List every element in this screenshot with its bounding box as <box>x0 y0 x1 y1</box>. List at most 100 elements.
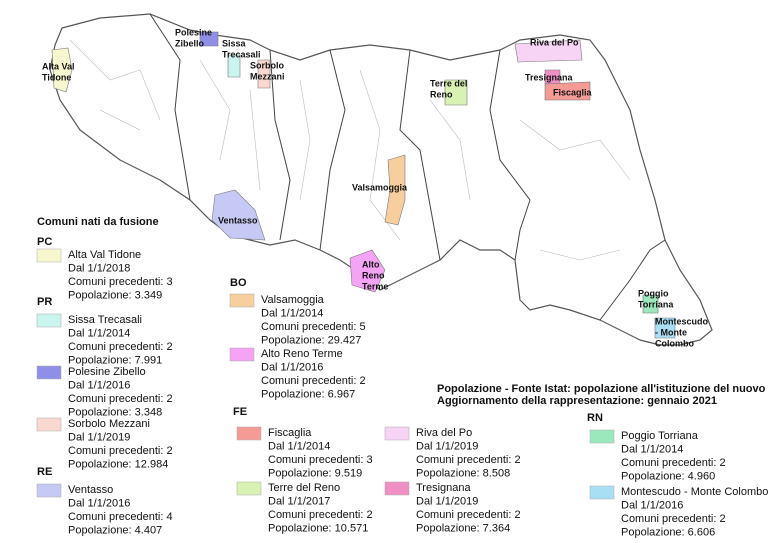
item-detail: Dal 1/1/2018 <box>68 262 130 274</box>
item-detail: Popolazione: 4.407 <box>68 524 162 536</box>
map-label: Polesine <box>175 27 212 37</box>
item-detail: Comuni precedenti: 5 <box>261 321 366 333</box>
item-detail: Comuni precedenti: 2 <box>68 393 173 405</box>
legend-swatch <box>36 365 62 380</box>
item-name: Valsamoggia <box>261 294 325 306</box>
map-label: Zibello <box>175 38 205 48</box>
fusion-area <box>544 81 591 101</box>
legend-swatch <box>236 426 262 441</box>
province-code: FE <box>233 406 247 418</box>
map-label: Trecasali <box>222 49 261 59</box>
map-label: - Monte <box>655 327 687 337</box>
item-detail: Popolazione: 6.967 <box>261 388 355 400</box>
map-label: Montescudo <box>655 316 709 326</box>
item-detail: Dal 1/1/2016 <box>621 499 683 511</box>
fusion-area <box>654 317 676 339</box>
item-name: Riva del Po <box>416 427 472 439</box>
map-label: Alto <box>362 259 380 269</box>
item-detail: Dal 1/1/2016 <box>68 497 130 509</box>
item-detail: Dal 1/1/2017 <box>268 495 330 507</box>
map-label: Valsamoggia <box>352 182 408 192</box>
province-borders <box>149 13 666 321</box>
item-detail: Dal 1/1/2019 <box>416 495 478 507</box>
item-detail: Popolazione: 10.571 <box>268 522 368 534</box>
item-detail: Dal 1/1/2014 <box>268 440 330 452</box>
province-code: BO <box>230 277 247 289</box>
item-detail: Comuni precedenti: 2 <box>68 445 173 457</box>
item-detail: Comuni precedenti: 3 <box>68 276 173 288</box>
item-name: Fiscaglia <box>268 427 312 439</box>
map-label: Tidone <box>42 72 71 82</box>
map-label: Terme <box>362 281 388 291</box>
item-detail: Dal 1/1/2016 <box>68 379 130 391</box>
map-label: Mezzani <box>250 71 285 81</box>
legend-swatch <box>589 485 615 500</box>
legend-swatch <box>36 483 62 498</box>
municipal-borders <box>69 39 631 261</box>
item-name: Poggio Torriana <box>621 430 699 442</box>
legend-title: Comuni nati da fusione <box>37 216 159 228</box>
item-detail: Popolazione: 7.364 <box>416 522 510 534</box>
item-detail: Comuni precedenti: 4 <box>68 511 173 523</box>
fusion-area <box>444 79 468 106</box>
item-detail: Dal 1/1/2019 <box>68 431 130 443</box>
map-label: Colombo <box>655 338 694 348</box>
item-detail: Popolazione: 7.991 <box>68 354 162 366</box>
map-label: Riva del Po <box>530 37 579 47</box>
fusion-area <box>257 59 271 89</box>
map-label: Poggio <box>638 288 669 298</box>
province-code: PR <box>37 296 52 308</box>
item-name: Alta Val Tidone <box>68 249 141 261</box>
province-code: RE <box>37 466 52 478</box>
legend-swatch <box>589 429 615 444</box>
legend-swatch <box>384 481 410 496</box>
map-label: Sorbolo <box>250 60 284 70</box>
item-detail: Popolazione: 9.519 <box>268 467 362 479</box>
item-detail: Comuni precedenti: 3 <box>268 454 373 466</box>
item-detail: Comuni precedenti: 2 <box>68 341 173 353</box>
item-detail: Popolazione: 4.960 <box>621 470 715 482</box>
item-name: Alto Reno Terme <box>261 348 343 360</box>
item-name: Ventasso <box>68 484 113 496</box>
item-detail: Comuni precedenti: 2 <box>268 509 373 521</box>
item-detail: Popolazione: 3.348 <box>68 406 162 418</box>
fusion-area <box>384 154 406 226</box>
legend-swatch <box>229 347 255 362</box>
item-name: Montescudo - Monte Colombo <box>621 486 768 498</box>
map-label: Reno <box>362 270 385 280</box>
map-label: Alta Val <box>42 61 75 71</box>
fusion-area <box>349 249 386 293</box>
item-detail: Comuni precedenti: 2 <box>621 457 726 469</box>
legend-swatch <box>384 426 410 441</box>
item-name: Sissa Trecasali <box>68 314 142 326</box>
legend-swatch <box>36 417 62 432</box>
item-detail: Popolazione: 6.606 <box>621 526 715 538</box>
fusion-area <box>51 47 73 93</box>
item-detail: Dal 1/1/2019 <box>416 440 478 452</box>
item-detail: Popolazione: 12.984 <box>68 458 168 470</box>
map-label: Fiscaglia <box>553 87 593 97</box>
item-detail: Popolazione: 8.508 <box>416 467 510 479</box>
fusion-area <box>642 294 659 314</box>
map-label: Reno <box>430 89 453 99</box>
legend-swatch <box>36 313 62 328</box>
fusion-area <box>211 189 266 241</box>
fusion-area <box>514 39 583 63</box>
province-code: PC <box>37 236 52 248</box>
legend-swatch <box>229 293 255 308</box>
item-detail: Dal 1/1/2016 <box>261 361 323 373</box>
map-label: Tresignana <box>525 72 574 82</box>
map-label: Torriana <box>638 299 674 309</box>
map-label: Ventasso <box>218 215 258 225</box>
legend-swatch <box>36 248 62 263</box>
item-name: Terre del Reno <box>268 482 340 494</box>
item-detail: Dal 1/1/2014 <box>261 307 323 319</box>
item-detail: Popolazione: 29.427 <box>261 334 361 346</box>
item-detail: Dal 1/1/2014 <box>68 327 130 339</box>
patches <box>51 31 676 339</box>
item-name: Tresignana <box>416 482 472 494</box>
map-label: Sissa <box>222 38 247 48</box>
note: Aggiornamento della rappresentazione: ge… <box>437 395 717 407</box>
